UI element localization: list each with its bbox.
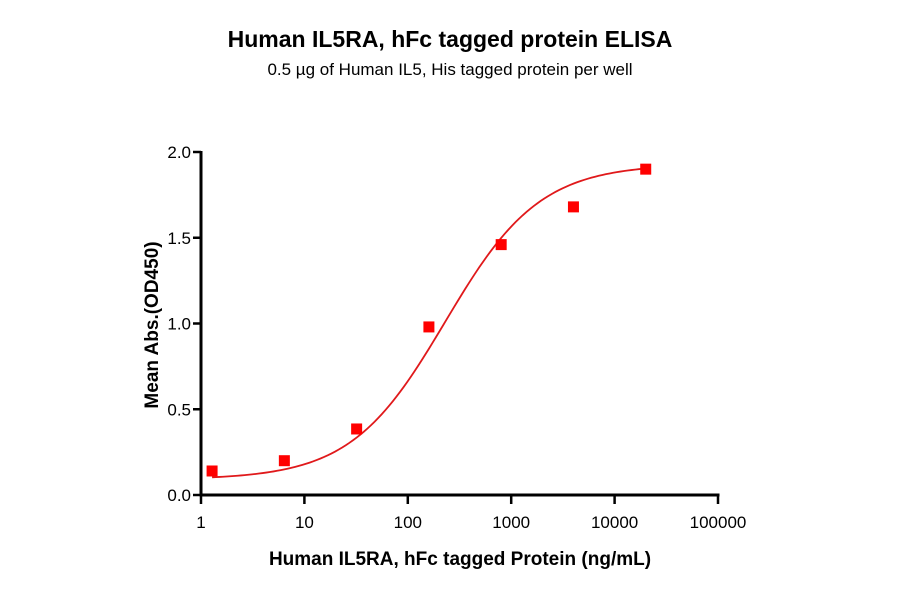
x-axis-title: Human IL5RA, hFc tagged Protein (ng/mL) (269, 549, 651, 570)
y-axis-ticks: 0.0 0.5 1.0 1.5 2.0 (167, 143, 201, 505)
chart-title: Human IL5RA, hFc tagged protein ELISA (227, 26, 673, 52)
data-point-marker (278, 455, 290, 467)
data-point-marker (495, 239, 507, 251)
y-axis-title: Mean Abs.(OD450) (142, 241, 163, 408)
x-axis-ticks: 1 10 100 1000 10000 100000 (196, 495, 746, 532)
data-points (206, 163, 652, 477)
x-tick-label: 10 (295, 513, 314, 532)
data-point-marker (351, 423, 363, 435)
data-point-marker (640, 163, 652, 175)
y-tick-label: 0.5 (167, 400, 191, 419)
y-tick-label: 0.0 (167, 486, 191, 505)
y-tick-label: 1.0 (167, 315, 191, 334)
x-tick-label: 100 (394, 513, 422, 532)
x-tick-label: 10000 (591, 513, 638, 532)
y-tick-label: 1.5 (167, 229, 191, 248)
data-point-marker (423, 321, 435, 333)
axes (199, 151, 720, 497)
y-tick-label: 2.0 (167, 143, 191, 162)
chart-subtitle: 0.5 µg of Human IL5, His tagged protein … (267, 60, 633, 79)
x-tick-label: 1 (196, 513, 205, 532)
data-point-marker (567, 201, 579, 213)
data-point-marker (206, 465, 218, 477)
fit-curve (212, 167, 646, 479)
x-tick-label: 1000 (492, 513, 530, 532)
x-tick-label: 100000 (690, 513, 747, 532)
